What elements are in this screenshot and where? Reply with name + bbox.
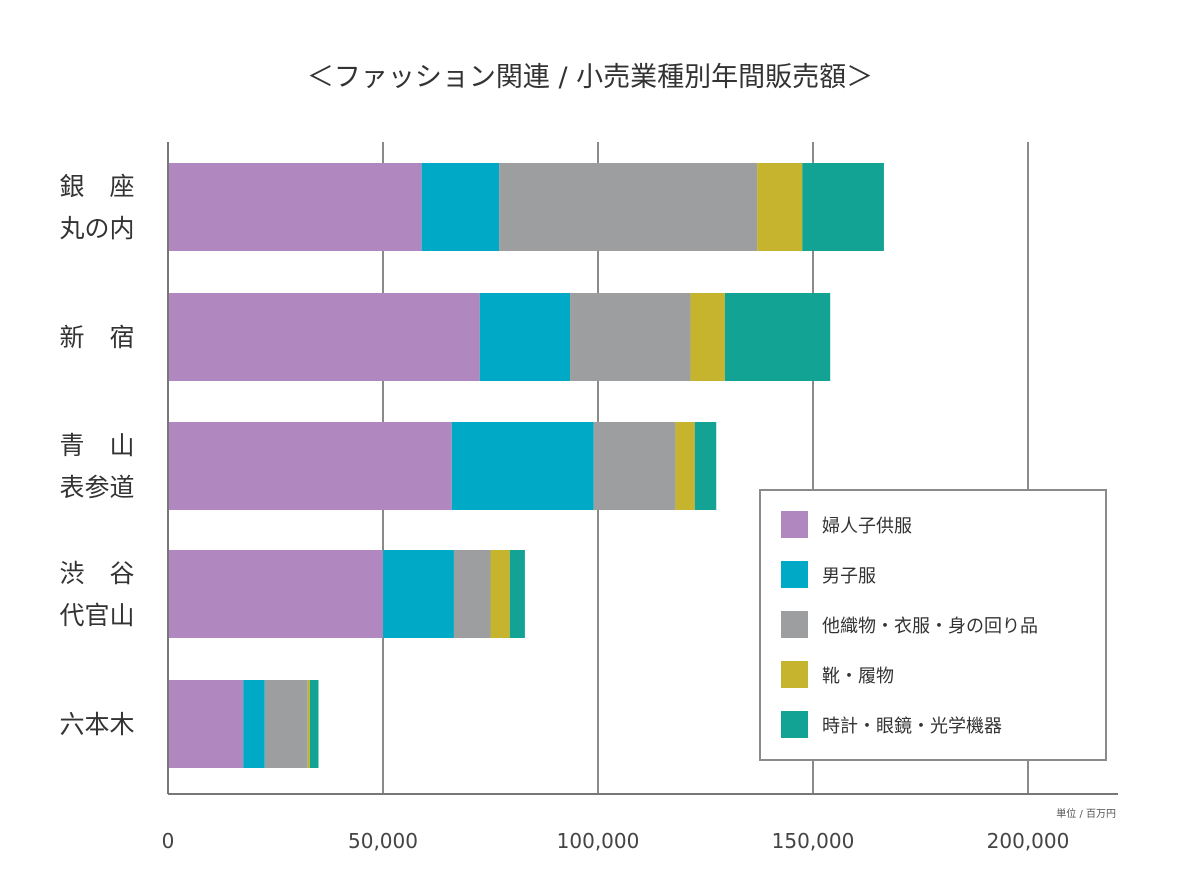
bar-segment-3-4 [509,550,525,638]
x-tick-label-0: 0 [162,829,175,853]
bar-segment-1-2 [570,293,691,381]
bar-segment-4-4 [309,680,319,768]
legend-box [759,489,1107,761]
bar-segment-0-1 [421,163,500,251]
bar-segment-1-1 [479,293,571,381]
legend-label-1: 男子服 [822,566,876,587]
unit-label: 単位 / 百万円 [1056,807,1116,820]
bars [168,163,884,768]
bar-segment-4-2 [264,680,308,768]
legend-swatch-3 [781,661,808,688]
category-label-1-0: 新 宿 [59,323,134,352]
bar-segment-2-3 [675,422,695,510]
bar-segment-3-2 [453,550,491,638]
category-label-2-0: 青 山 [59,431,134,460]
bar-segment-2-0 [168,422,452,510]
bar-segment-0-3 [757,163,803,251]
legend-swatch-2 [781,611,808,638]
x-tick-label-1: 50,000 [348,829,418,853]
legend-swatch-4 [781,711,808,738]
legend-label-0: 婦人子供服 [822,516,912,537]
bar-segment-4-3 [307,680,310,768]
legend-label-3: 靴・履物 [822,666,894,687]
legend-swatch-0 [781,511,808,538]
x-tick-label-2: 100,000 [557,829,640,853]
legend-label-4: 時計・眼鏡・光学機器 [822,716,1002,737]
category-label-4-0: 六本木 [59,710,134,739]
bar-segment-0-4 [802,163,884,251]
category-label-3-0: 渋 谷 [59,559,134,588]
bar-segment-4-1 [243,680,265,768]
category-label-0-0: 銀 座 [59,172,134,201]
bar-segment-3-1 [383,550,454,638]
bar-segment-2-4 [694,422,717,510]
bar-segment-0-0 [168,163,422,251]
bar-segment-2-2 [593,422,676,510]
bar-segment-2-1 [451,422,594,510]
category-label-2-1: 表参道 [59,473,134,502]
bar-segment-0-2 [499,163,758,251]
tick-labels: 0 50,000 100,000 150,000 200,000 [162,829,1070,853]
chart-title: ＜ファッション関連 / 小売業種別年間販売額＞ [307,62,873,93]
bar-segment-1-0 [168,293,480,381]
bar-segment-4-0 [168,680,244,768]
bar-segment-1-3 [690,293,725,381]
axis [167,142,1118,795]
category-label-0-1: 丸の内 [59,214,134,243]
bar-segment-3-3 [490,550,510,638]
bar-segment-1-4 [724,293,831,381]
legend-swatch-1 [781,561,808,588]
x-tick-label-3: 150,000 [772,829,855,853]
bar-segment-3-0 [168,550,383,638]
category-label-3-1: 代官山 [59,601,134,630]
legend-label-2: 他織物・衣服・身の回り品 [822,616,1038,637]
x-tick-label-4: 200,000 [987,829,1070,853]
